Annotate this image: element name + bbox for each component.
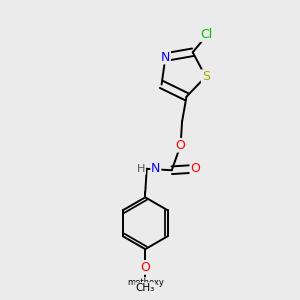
Text: O: O: [176, 139, 185, 152]
Text: S: S: [202, 70, 210, 83]
Text: N: N: [161, 51, 170, 64]
Text: Cl: Cl: [200, 28, 212, 41]
Text: O: O: [190, 162, 200, 175]
Text: N: N: [151, 162, 160, 175]
Text: methoxy: methoxy: [127, 278, 164, 286]
Text: CH₃: CH₃: [136, 283, 155, 293]
Text: O: O: [140, 261, 150, 274]
Text: H: H: [137, 164, 145, 174]
